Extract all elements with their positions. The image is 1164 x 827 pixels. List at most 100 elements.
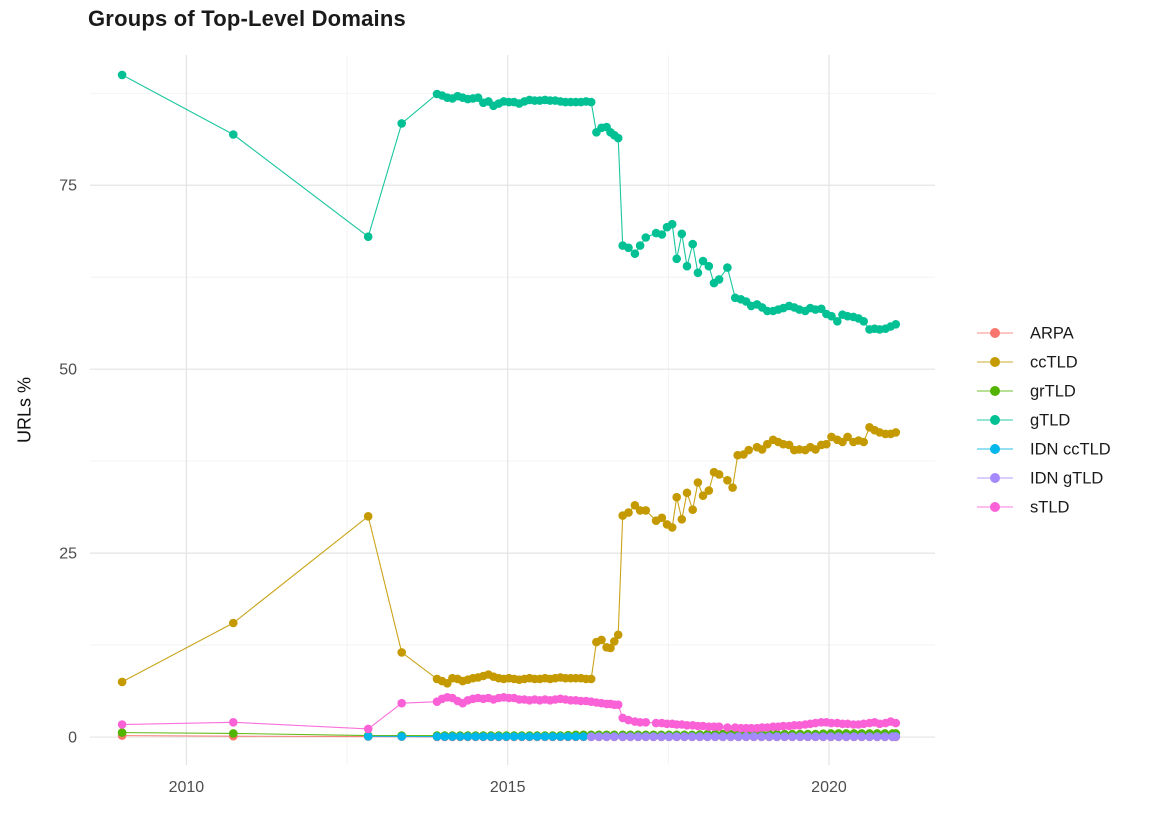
- axis-labels: 0 25 50 75 2010 2015 2020: [59, 178, 847, 796]
- legend: ARPA ccTLD grTLD gTLD IDN ccTLD IDN gTLD sTLD: [977, 325, 1111, 517]
- data-point: [688, 505, 697, 514]
- data-point: [680, 732, 689, 741]
- data-point: [563, 732, 573, 741]
- data-point: [891, 320, 901, 329]
- data-point: [363, 724, 373, 734]
- data-point: [532, 732, 542, 741]
- legend-key-dot: [990, 386, 1000, 396]
- data-point: [229, 130, 238, 139]
- data-point: [826, 732, 836, 741]
- data-point: [880, 732, 890, 741]
- data-point: [764, 732, 774, 741]
- data-point: [229, 618, 238, 628]
- data-point: [448, 732, 457, 741]
- legend-key-dot: [990, 328, 1000, 338]
- data-point: [865, 732, 874, 741]
- data-point: [525, 732, 534, 741]
- data-point: [664, 732, 674, 741]
- data-point: [811, 445, 820, 454]
- data-point: [677, 229, 687, 239]
- data-point: [641, 233, 651, 242]
- data-point: [859, 437, 868, 447]
- data-point: [606, 643, 615, 653]
- legend-label: gTLD: [1030, 412, 1070, 430]
- data-point: [723, 723, 732, 732]
- legend-entry-idn-gtld: IDN gTLD: [977, 470, 1103, 488]
- chart-title: Groups of Top-Level Domains: [88, 6, 406, 31]
- data-point: [811, 732, 820, 741]
- series-stld: [117, 693, 901, 734]
- series-cctld: [117, 423, 901, 688]
- data-point: [571, 732, 581, 741]
- data-point: [757, 732, 766, 741]
- series-line: [121, 74, 897, 330]
- data-point: [757, 445, 767, 454]
- data-point: [613, 700, 623, 709]
- legend-label: ARPA: [1030, 325, 1074, 343]
- data-point: [667, 219, 677, 229]
- y-tick-label: 50: [59, 362, 77, 379]
- data-point: [517, 732, 527, 741]
- legend-label: sTLD: [1030, 499, 1070, 517]
- data-point: [502, 732, 511, 741]
- series-idn-gtld: [586, 732, 901, 741]
- data-point: [117, 720, 127, 729]
- data-point: [891, 718, 901, 728]
- data-point: [613, 133, 623, 143]
- data-point: [471, 732, 480, 741]
- data-point: [849, 732, 859, 741]
- data-point: [486, 732, 496, 741]
- data-point: [672, 732, 681, 741]
- grid: [90, 55, 935, 765]
- x-tick-label: 2020: [811, 779, 847, 796]
- data-point: [710, 732, 720, 741]
- data-point: [613, 630, 623, 640]
- data-point: [397, 732, 407, 741]
- data-point: [397, 648, 407, 657]
- data-point: [698, 491, 708, 501]
- legend-key-dot: [990, 415, 1000, 425]
- data-point: [818, 732, 828, 741]
- data-point: [610, 637, 619, 646]
- data-point: [741, 732, 751, 741]
- data-point: [714, 470, 724, 479]
- data-point: [744, 445, 753, 455]
- data-point: [822, 439, 831, 449]
- data-point: [586, 97, 596, 107]
- legend-key-dot: [990, 502, 1000, 512]
- data-point: [229, 718, 238, 727]
- legend-entry-arpa: ARPA: [977, 325, 1074, 343]
- data-point: [641, 506, 651, 515]
- data-point: [788, 732, 797, 741]
- data-point: [117, 677, 127, 687]
- data-point: [626, 732, 635, 741]
- data-point: [602, 732, 611, 741]
- legend-key-dot: [990, 357, 1000, 367]
- data-point: [695, 732, 705, 741]
- data-point: [630, 249, 640, 258]
- data-point: [641, 732, 651, 741]
- data-point: [397, 698, 407, 708]
- legend-label: IDN gTLD: [1030, 470, 1103, 488]
- data-point: [834, 732, 843, 741]
- data-point: [548, 732, 557, 741]
- data-point: [610, 732, 619, 741]
- data-point: [586, 674, 596, 684]
- data-point: [843, 432, 852, 442]
- data-point: [795, 732, 805, 741]
- data-point: [723, 476, 732, 485]
- data-point: [397, 119, 407, 128]
- data-point: [440, 732, 450, 741]
- legend-label: IDN ccTLD: [1030, 441, 1111, 459]
- data-point: [784, 440, 794, 450]
- data-point: [693, 478, 703, 487]
- data-point: [432, 732, 442, 741]
- data-point: [728, 483, 737, 492]
- data-point: [688, 239, 697, 249]
- data-point: [703, 732, 712, 741]
- data-point: [698, 256, 708, 266]
- data-point: [657, 230, 667, 239]
- data-point: [780, 732, 789, 741]
